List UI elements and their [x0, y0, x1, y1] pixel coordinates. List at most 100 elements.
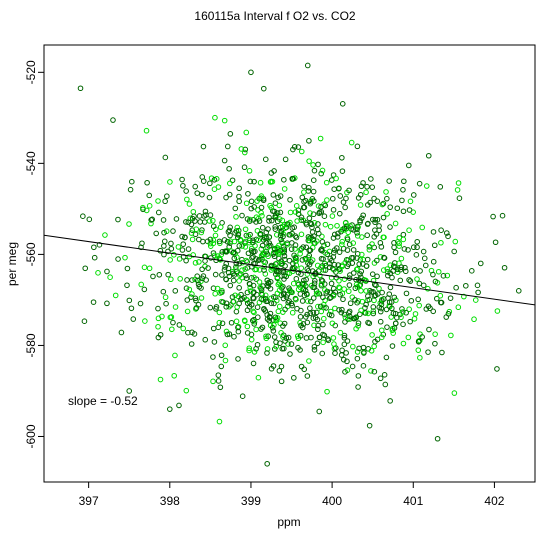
data-point — [372, 217, 379, 223]
data-point — [235, 234, 241, 241]
data-point — [244, 300, 251, 307]
data-point — [350, 270, 357, 276]
data-point — [358, 307, 364, 314]
data-point — [342, 314, 349, 321]
data-point — [328, 312, 335, 319]
data-point — [351, 315, 358, 322]
data-point — [369, 184, 376, 190]
data-point — [411, 315, 418, 322]
data-point — [243, 257, 250, 264]
data-point — [315, 326, 321, 333]
data-point — [377, 375, 384, 382]
data-point — [199, 174, 206, 180]
data-point — [272, 213, 279, 220]
data-point — [374, 273, 380, 280]
data-point — [292, 209, 299, 215]
data-point — [165, 271, 171, 278]
data-point — [196, 259, 202, 265]
data-point — [311, 280, 318, 287]
data-point — [290, 260, 296, 267]
y-axis-label: per meg — [5, 242, 19, 286]
data-point — [430, 308, 437, 315]
data-point — [223, 304, 230, 310]
data-point — [234, 224, 241, 231]
data-point — [398, 264, 405, 271]
data-point — [301, 198, 307, 205]
data-point — [451, 390, 458, 396]
data-point — [383, 306, 390, 313]
data-point — [400, 309, 406, 315]
data-point — [334, 234, 341, 240]
data-point — [235, 356, 241, 362]
data-point — [207, 212, 214, 218]
x-tick-label: 401 — [403, 494, 423, 508]
data-point — [397, 266, 404, 273]
data-point — [350, 343, 356, 350]
data-point — [344, 247, 351, 253]
data-point — [343, 350, 349, 356]
data-point — [274, 260, 280, 267]
data-point — [394, 269, 401, 275]
data-point — [364, 232, 371, 239]
data-point — [184, 196, 190, 203]
data-point — [331, 341, 337, 347]
data-point — [380, 200, 387, 207]
data-point — [90, 299, 97, 305]
data-point — [263, 229, 270, 236]
data-point — [126, 221, 132, 227]
data-point — [95, 270, 101, 276]
data-point — [190, 252, 196, 258]
data-point — [440, 273, 447, 279]
x-tick-label: 400 — [322, 494, 342, 508]
data-point — [276, 242, 282, 249]
data-point — [338, 309, 345, 316]
data-point — [346, 282, 353, 288]
data-point — [219, 320, 226, 327]
data-point — [183, 219, 189, 225]
data-point — [320, 294, 326, 301]
data-point — [329, 213, 336, 219]
data-point — [306, 184, 312, 191]
y-tick-label: -540 — [24, 151, 38, 175]
data-point — [239, 267, 245, 273]
data-point — [307, 200, 314, 207]
data-point — [306, 261, 313, 268]
data-point — [180, 325, 187, 332]
data-point — [250, 294, 256, 301]
data-point — [293, 203, 300, 209]
data-point — [401, 178, 407, 185]
data-point — [471, 316, 477, 323]
data-point — [326, 264, 333, 271]
data-point — [308, 221, 315, 228]
data-point — [308, 259, 314, 265]
data-point — [392, 220, 399, 227]
data-point — [337, 268, 343, 274]
data-point — [250, 248, 257, 255]
data-point — [342, 204, 348, 211]
data-point — [161, 229, 167, 236]
data-point — [253, 345, 259, 352]
data-point — [325, 337, 332, 344]
data-point — [407, 198, 414, 205]
data-point — [281, 290, 287, 297]
data-point — [265, 279, 272, 286]
data-point — [344, 358, 350, 365]
data-point — [371, 195, 377, 202]
data-point — [303, 244, 310, 251]
data-point — [434, 435, 441, 442]
data-point — [315, 203, 322, 209]
data-point — [320, 331, 326, 338]
data-point — [453, 284, 459, 291]
data-point — [227, 224, 233, 231]
data-point — [208, 175, 215, 181]
data-point — [287, 196, 293, 203]
data-point — [189, 291, 195, 297]
data-point — [311, 343, 318, 350]
data-point — [96, 242, 103, 248]
data-point — [289, 309, 296, 316]
data-point — [124, 265, 131, 272]
data-point — [269, 324, 276, 331]
data-point — [405, 334, 412, 341]
data-point — [202, 336, 209, 343]
data-point — [384, 211, 390, 217]
